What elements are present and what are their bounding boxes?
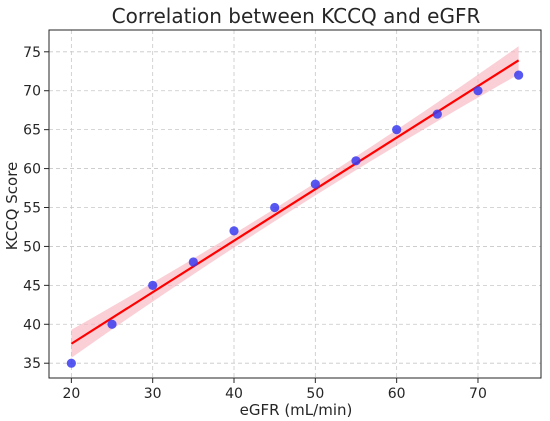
x-ticks: 20 30 40 50 60 70 bbox=[62, 378, 487, 402]
data-point bbox=[473, 86, 483, 96]
x-tick-label: 50 bbox=[306, 386, 324, 402]
y-tick-label: 65 bbox=[23, 123, 41, 139]
data-point bbox=[188, 257, 198, 267]
data-point bbox=[270, 202, 280, 213]
y-tick-label: 45 bbox=[23, 278, 41, 294]
data-point bbox=[432, 109, 442, 119]
data-point bbox=[229, 226, 239, 236]
regression-line-layer bbox=[70, 59, 520, 345]
y-tick-label: 40 bbox=[23, 317, 41, 333]
scatter-points bbox=[66, 70, 524, 368]
chart-title: Correlation between KCCQ and eGFR bbox=[112, 4, 481, 28]
x-tick-label: 40 bbox=[225, 386, 243, 402]
data-point bbox=[107, 319, 117, 329]
y-tick-label: 75 bbox=[23, 45, 41, 61]
y-tick-label: 35 bbox=[23, 356, 41, 372]
y-ticks: 35 40 45 50 55 60 65 70 75 bbox=[23, 45, 49, 372]
data-point bbox=[392, 125, 402, 135]
data-point bbox=[148, 280, 158, 290]
x-tick-label: 20 bbox=[62, 386, 80, 402]
data-point bbox=[514, 70, 524, 80]
x-tick-label: 30 bbox=[144, 386, 162, 402]
y-tick-label: 55 bbox=[23, 201, 41, 217]
data-point bbox=[351, 156, 361, 166]
data-point bbox=[310, 179, 320, 189]
plot-frame bbox=[48, 29, 542, 379]
y-tick-label: 50 bbox=[23, 239, 41, 255]
x-tick-label: 60 bbox=[388, 386, 406, 402]
x-tick-label: 70 bbox=[469, 386, 487, 402]
y-tick-label: 70 bbox=[23, 84, 41, 100]
y-tick-label: 60 bbox=[23, 162, 41, 178]
data-point bbox=[66, 358, 76, 368]
regression-line bbox=[70, 59, 520, 345]
y-axis-label: KCCQ Score bbox=[3, 162, 21, 251]
x-axis-label: eGFR (mL/min) bbox=[240, 401, 353, 419]
